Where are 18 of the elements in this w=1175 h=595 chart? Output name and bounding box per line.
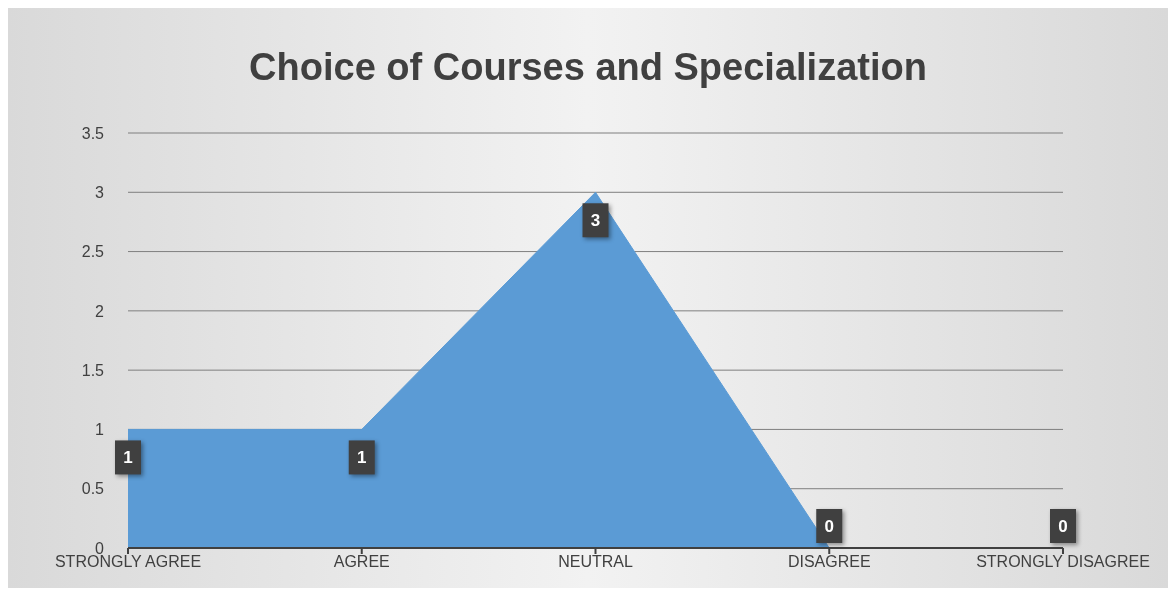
data-label: 1 (123, 448, 133, 468)
y-tick-label: 1.5 (81, 361, 105, 379)
data-label: 1 (357, 448, 367, 468)
y-tick-label: 1 (95, 421, 105, 439)
x-tick-label: DISAGREE (787, 553, 871, 571)
data-label: 3 (590, 211, 601, 231)
y-tick-label: 3 (95, 183, 105, 201)
chart-title: Choice of Courses and Specialization (248, 45, 928, 90)
data-label: 0 (1058, 517, 1068, 536)
x-tick-label: NEUTRAL (558, 553, 633, 571)
y-tick-label: 2.5 (81, 243, 105, 261)
y-tick-label: 3.5 (81, 124, 105, 142)
y-tick-label: 0.5 (81, 480, 105, 498)
y-tick-label: 2 (95, 302, 105, 320)
x-tick-label: STRONGLY DISAGREE (976, 553, 1150, 571)
data-label: 0 (824, 517, 834, 536)
x-tick-label: AGREE (333, 553, 390, 571)
x-tick-label: STRONGLY AGREE (54, 553, 202, 571)
